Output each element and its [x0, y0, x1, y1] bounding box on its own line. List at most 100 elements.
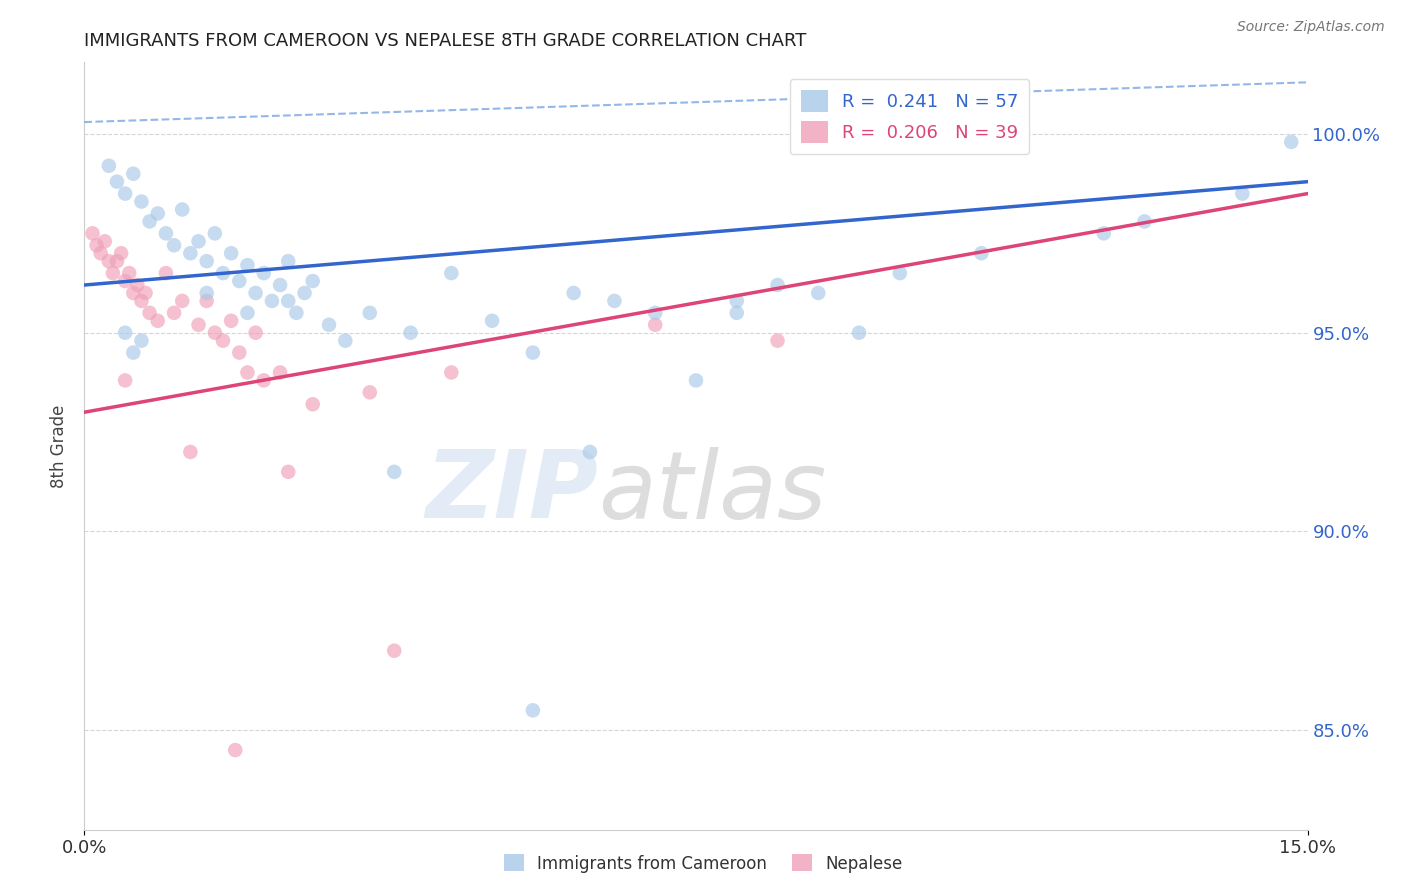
- Point: [172, 202, 194, 217]
- Point: [86, 238, 108, 252]
- Point: [644, 306, 666, 320]
- Point: [269, 366, 291, 380]
- Point: [163, 306, 186, 320]
- Point: [110, 246, 132, 260]
- Point: [399, 326, 422, 340]
- Point: [285, 306, 308, 320]
- Point: [219, 314, 242, 328]
- Point: [179, 445, 201, 459]
- Point: [187, 235, 209, 249]
- Point: [228, 274, 250, 288]
- Point: [359, 385, 381, 400]
- Point: [122, 167, 145, 181]
- Point: [204, 326, 226, 340]
- Point: [122, 285, 145, 300]
- Point: [172, 293, 194, 308]
- Point: [277, 293, 299, 308]
- Point: [155, 227, 177, 241]
- Point: [562, 285, 585, 300]
- Point: [135, 285, 157, 300]
- Point: [318, 318, 340, 332]
- Point: [105, 254, 128, 268]
- Point: [204, 227, 226, 241]
- Point: [97, 159, 120, 173]
- Point: [163, 238, 186, 252]
- Point: [1232, 186, 1254, 201]
- Point: [253, 373, 276, 387]
- Point: [101, 266, 124, 280]
- Point: [131, 334, 153, 348]
- Point: [114, 186, 136, 201]
- Point: [253, 266, 276, 280]
- Point: [146, 314, 169, 328]
- Point: [359, 306, 381, 320]
- Point: [90, 246, 112, 260]
- Point: [766, 334, 789, 348]
- Point: [294, 285, 316, 300]
- Point: [644, 318, 666, 332]
- Point: [766, 278, 789, 293]
- Point: [228, 345, 250, 359]
- Point: [1092, 227, 1115, 241]
- Point: [603, 293, 626, 308]
- Point: [195, 285, 218, 300]
- Point: [146, 206, 169, 220]
- Point: [131, 194, 153, 209]
- Point: [277, 465, 299, 479]
- Point: [82, 227, 104, 241]
- Point: [212, 334, 235, 348]
- Point: [122, 345, 145, 359]
- Point: [725, 306, 748, 320]
- Text: ZIP: ZIP: [425, 446, 598, 538]
- Point: [212, 266, 235, 280]
- Point: [889, 266, 911, 280]
- Point: [440, 366, 463, 380]
- Point: [301, 397, 323, 411]
- Text: IMMIGRANTS FROM CAMEROON VS NEPALESE 8TH GRADE CORRELATION CHART: IMMIGRANTS FROM CAMEROON VS NEPALESE 8TH…: [84, 32, 807, 50]
- Point: [224, 743, 246, 757]
- Point: [195, 254, 218, 268]
- Point: [301, 274, 323, 288]
- Point: [219, 246, 242, 260]
- Point: [579, 445, 602, 459]
- Point: [114, 373, 136, 387]
- Legend: R =  0.241   N = 57, R =  0.206   N = 39: R = 0.241 N = 57, R = 0.206 N = 39: [790, 79, 1029, 154]
- Point: [970, 246, 993, 260]
- Text: atlas: atlas: [598, 447, 827, 538]
- Point: [807, 285, 830, 300]
- Point: [105, 175, 128, 189]
- Point: [269, 278, 291, 293]
- Point: [522, 703, 544, 717]
- Point: [114, 326, 136, 340]
- Point: [127, 278, 149, 293]
- Point: [725, 293, 748, 308]
- Point: [440, 266, 463, 280]
- Point: [481, 314, 503, 328]
- Point: [195, 293, 218, 308]
- Point: [277, 254, 299, 268]
- Point: [187, 318, 209, 332]
- Point: [245, 285, 267, 300]
- Point: [848, 326, 870, 340]
- Point: [1279, 135, 1302, 149]
- Point: [179, 246, 201, 260]
- Point: [245, 326, 267, 340]
- Point: [1133, 214, 1156, 228]
- Text: Source: ZipAtlas.com: Source: ZipAtlas.com: [1237, 21, 1385, 34]
- Point: [138, 306, 160, 320]
- Legend: Immigrants from Cameroon, Nepalese: Immigrants from Cameroon, Nepalese: [496, 847, 910, 880]
- Point: [138, 214, 160, 228]
- Point: [236, 306, 259, 320]
- Y-axis label: 8th Grade: 8th Grade: [51, 404, 69, 488]
- Point: [131, 293, 153, 308]
- Point: [260, 293, 283, 308]
- Point: [335, 334, 357, 348]
- Point: [382, 643, 405, 657]
- Point: [236, 366, 259, 380]
- Point: [382, 465, 405, 479]
- Point: [114, 274, 136, 288]
- Point: [155, 266, 177, 280]
- Point: [97, 254, 120, 268]
- Point: [93, 235, 115, 249]
- Point: [118, 266, 141, 280]
